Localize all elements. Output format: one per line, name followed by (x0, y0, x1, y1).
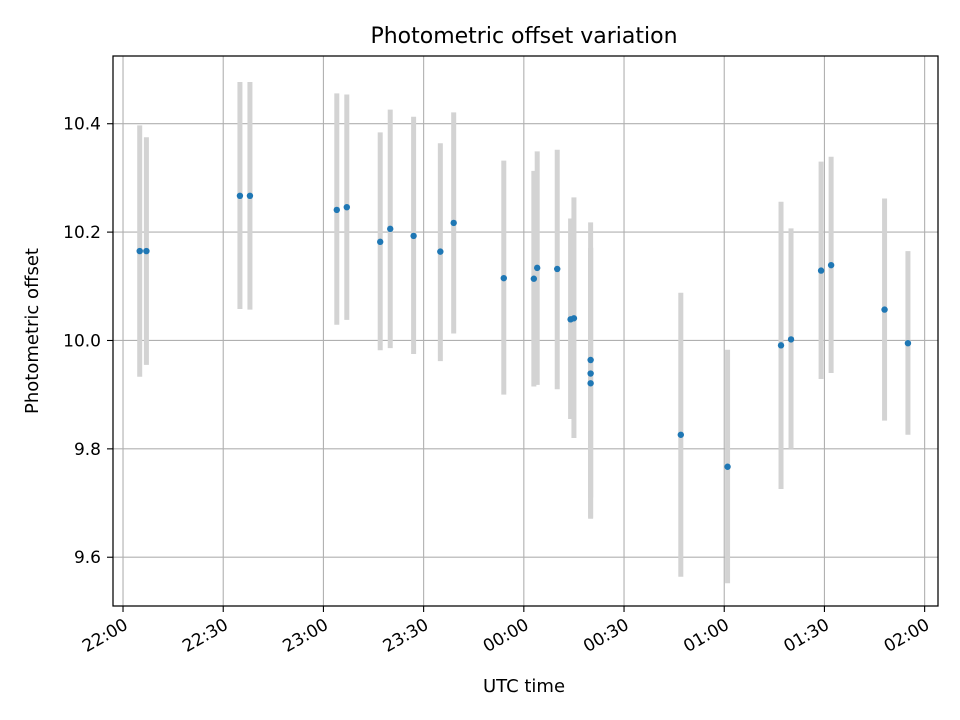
data-point (817, 267, 825, 274)
plot-frame (112, 55, 939, 607)
data-point (387, 225, 394, 233)
data-point (450, 219, 457, 227)
data-point (777, 342, 785, 349)
data-point (410, 232, 417, 240)
y-tick-label: 10.0 (63, 331, 101, 351)
grid-lines (113, 56, 938, 606)
data-point (437, 248, 444, 255)
data-point (554, 265, 561, 273)
data-point (236, 192, 244, 200)
data-point (587, 380, 594, 387)
data-point (343, 203, 351, 211)
data-point (500, 274, 507, 282)
y-tick-label: 10.2 (63, 223, 101, 243)
y-axis-label: Photometric offset (22, 248, 43, 414)
data-point (530, 275, 538, 282)
data-point (677, 431, 685, 438)
data-point (246, 192, 254, 200)
data-point (570, 315, 578, 322)
data-point (143, 247, 150, 255)
x-axis-label: UTC time (483, 676, 565, 697)
data-point (587, 356, 594, 364)
data-point (136, 247, 143, 255)
data-point (533, 264, 541, 272)
chart-title: Photometric offset variation (370, 24, 677, 49)
data-point (377, 238, 384, 246)
data-point (904, 339, 912, 347)
data-point (333, 206, 340, 214)
data-point (587, 370, 594, 377)
data-point (827, 261, 835, 269)
data-point (787, 336, 795, 343)
data-point (724, 463, 731, 470)
data-points (136, 192, 912, 470)
y-tick-label: 9.8 (74, 440, 101, 460)
data-point (881, 306, 888, 313)
y-tick-label: 10.4 (63, 115, 101, 135)
y-tick-label: 9.6 (74, 548, 101, 568)
y-axis-ticks: 9.6 9.8 10.0 10.2 10.4 (63, 115, 113, 568)
